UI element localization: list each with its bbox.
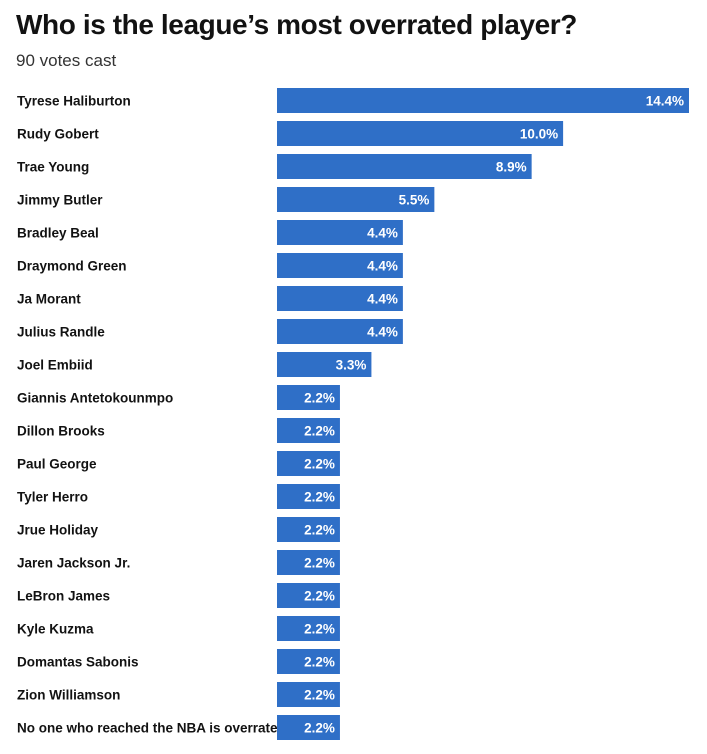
category-label: Jaren Jackson Jr. — [17, 556, 130, 571]
value-label: 2.2% — [304, 490, 335, 505]
value-label: 4.4% — [367, 226, 398, 241]
value-label: 3.3% — [336, 358, 367, 373]
bar — [277, 583, 340, 608]
bar — [277, 385, 340, 410]
category-label: Bradley Beal — [17, 226, 99, 241]
chart-subtitle: 90 votes cast — [16, 51, 117, 70]
category-label: Julius Randle — [17, 325, 105, 340]
bar — [277, 418, 340, 443]
value-label: 4.4% — [367, 325, 398, 340]
category-label: Giannis Antetokounmpo — [17, 391, 173, 406]
category-label: No one who reached the NBA is overrated — [17, 721, 286, 736]
value-label: 2.2% — [304, 589, 335, 604]
bar — [277, 484, 340, 509]
value-label: 2.2% — [304, 655, 335, 670]
value-label: 2.2% — [304, 688, 335, 703]
category-label: Joel Embiid — [17, 358, 93, 373]
bar — [277, 88, 689, 113]
value-label: 2.2% — [304, 424, 335, 439]
value-label: 2.2% — [304, 523, 335, 538]
bar — [277, 121, 564, 146]
category-label: Tyler Herro — [17, 490, 88, 505]
category-label: Kyle Kuzma — [17, 622, 94, 637]
value-label: 2.2% — [304, 721, 335, 736]
category-label: Paul George — [17, 457, 97, 472]
value-label: 2.2% — [304, 556, 335, 571]
category-label: Tyrese Haliburton — [17, 94, 131, 109]
chart-title: Who is the league’s most overrated playe… — [16, 9, 577, 40]
bar — [277, 550, 340, 575]
category-label: Zion Williamson — [17, 688, 120, 703]
bar — [277, 715, 340, 740]
category-label: LeBron James — [17, 589, 110, 604]
bar — [277, 253, 403, 278]
category-label: Jimmy Butler — [17, 193, 103, 208]
value-label: 8.9% — [496, 160, 527, 175]
category-label: Trae Young — [17, 160, 89, 175]
bar — [277, 616, 340, 641]
category-label: Dillon Brooks — [17, 424, 105, 439]
bar — [277, 220, 403, 245]
category-label: Domantas Sabonis — [17, 655, 139, 670]
value-label: 5.5% — [399, 193, 430, 208]
bar — [277, 649, 340, 674]
bar — [277, 187, 435, 212]
bar — [277, 517, 340, 542]
bar — [277, 154, 532, 179]
value-label: 14.4% — [646, 94, 684, 109]
bar — [277, 451, 340, 476]
value-label: 2.2% — [304, 457, 335, 472]
bar — [277, 319, 403, 344]
category-label: Ja Morant — [17, 292, 81, 307]
category-label: Draymond Green — [17, 259, 127, 274]
value-label: 2.2% — [304, 622, 335, 637]
bar — [277, 682, 340, 707]
value-label: 10.0% — [520, 127, 558, 142]
value-label: 2.2% — [304, 391, 335, 406]
value-label: 4.4% — [367, 259, 398, 274]
bar — [277, 352, 372, 377]
category-label: Jrue Holiday — [17, 523, 99, 538]
category-label: Rudy Gobert — [17, 127, 99, 142]
bar — [277, 286, 403, 311]
value-label: 4.4% — [367, 292, 398, 307]
